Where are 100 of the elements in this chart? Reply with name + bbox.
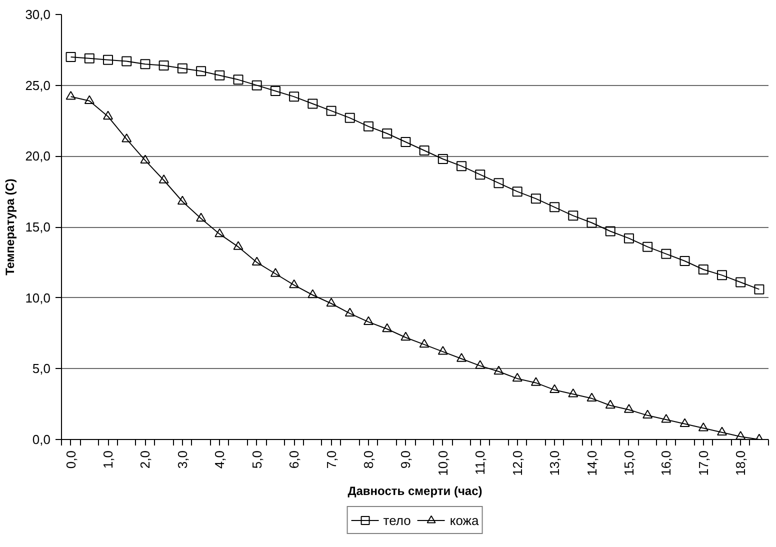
point [400, 332, 411, 341]
point [326, 106, 336, 116]
point [289, 92, 300, 102]
point [456, 353, 467, 362]
point [698, 422, 708, 432]
point [270, 268, 280, 277]
point [736, 430, 746, 440]
x-tick-label: 7,0 [324, 450, 339, 469]
y-tick-label: 30,0 [25, 7, 51, 22]
point [308, 98, 318, 109]
point [716, 426, 727, 436]
point [568, 210, 578, 221]
point [642, 242, 653, 252]
point [680, 418, 690, 428]
x-tick-label: 18,0 [733, 450, 748, 476]
x-tick-label: 3,0 [174, 450, 190, 469]
point [716, 270, 727, 280]
point [103, 110, 114, 120]
point [754, 284, 764, 294]
point [122, 133, 132, 142]
point [419, 338, 430, 348]
point [214, 70, 225, 80]
point [605, 400, 616, 409]
point [140, 154, 150, 164]
point [84, 53, 94, 64]
point [438, 154, 448, 164]
x-tick-label: 5,0 [249, 450, 264, 469]
y-tick-label: 5,0 [32, 361, 51, 376]
point [140, 59, 150, 70]
point [363, 121, 374, 132]
point [214, 228, 225, 238]
point [326, 298, 336, 307]
x-axis-title: Давность смерти (час) [348, 484, 482, 498]
y-tick-label: 25,0 [25, 78, 51, 93]
point [661, 414, 672, 423]
point [196, 66, 206, 76]
point [661, 248, 672, 259]
point [270, 86, 280, 96]
point [196, 212, 206, 222]
x-tick-label: 12,0 [510, 450, 525, 476]
point [66, 90, 76, 100]
point [494, 366, 504, 375]
point [344, 308, 355, 317]
point [363, 316, 374, 326]
y-axis-title: Температура (С) [3, 178, 18, 276]
x-tick-label: 15,0 [621, 450, 636, 476]
point [512, 372, 522, 382]
point [698, 264, 708, 274]
x-tick-label: 17,0 [696, 450, 711, 476]
point [308, 289, 318, 298]
x-tick-label: 6,0 [286, 450, 302, 469]
legend-label: тело [383, 512, 411, 528]
y-tick-label: 0,0 [32, 432, 51, 447]
point [66, 52, 76, 62]
point [344, 112, 355, 123]
point [624, 233, 634, 244]
point [158, 174, 169, 184]
point [103, 54, 114, 65]
x-tick-label: 14,0 [584, 450, 600, 476]
point [475, 170, 486, 180]
x-tick-label: 16,0 [658, 450, 674, 476]
point [382, 323, 392, 332]
point [177, 196, 188, 205]
x-tick-label: 0,0 [63, 450, 78, 469]
point [512, 186, 522, 197]
point [382, 128, 392, 138]
point [252, 256, 262, 266]
point [233, 74, 244, 85]
legend-label: кожа [450, 512, 479, 528]
y-tick-label: 20,0 [25, 148, 51, 164]
point [419, 146, 430, 156]
point [494, 178, 504, 188]
point [550, 384, 560, 394]
y-tick-label: 15,0 [25, 220, 51, 234]
x-tick-label: 1,0 [100, 450, 116, 469]
point [400, 137, 411, 147]
point [586, 218, 597, 228]
point [456, 161, 467, 172]
point [475, 360, 486, 369]
x-tick-label: 2,0 [138, 450, 153, 469]
x-tick-label: 4,0 [212, 450, 228, 469]
point [84, 95, 94, 104]
point [233, 241, 244, 250]
point [158, 60, 169, 70]
point [530, 194, 541, 204]
x-tick-label: 8,0 [360, 450, 376, 469]
point [122, 56, 132, 66]
point [252, 80, 262, 90]
y-tick-label: 10,0 [25, 290, 51, 306]
point [289, 279, 300, 288]
point [530, 377, 541, 386]
x-tick-label: 13,0 [547, 450, 562, 476]
x-tick-label: 9,0 [398, 450, 414, 469]
x-tick-label: 10,0 [435, 450, 450, 476]
point [605, 226, 616, 236]
x-tick-label: 11,0 [472, 450, 488, 475]
point [177, 63, 188, 74]
point [680, 256, 690, 266]
point [624, 404, 634, 413]
point [568, 388, 578, 398]
